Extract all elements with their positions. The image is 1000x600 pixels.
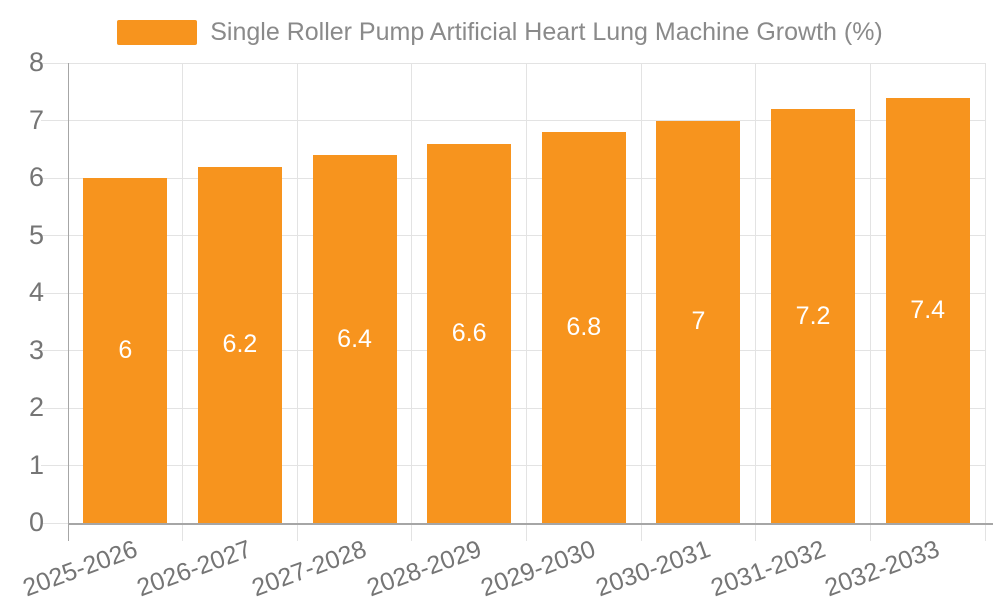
y-tick-label-1: 1	[28, 449, 44, 480]
x-tick-label-2029-2030: 2029-2030	[477, 535, 600, 600]
gridline-v-6	[755, 63, 757, 541]
y-tick-label-8: 8	[28, 46, 44, 77]
bar-value-label-2031-2032: 7.2	[795, 301, 831, 330]
gridline-v-5	[640, 63, 642, 541]
legend-label[interactable]: Single Roller Pump Artificial Heart Lung…	[210, 18, 883, 46]
bar-2025-2026[interactable]: 6	[83, 178, 168, 523]
gridline-v-4	[526, 63, 527, 541]
x-tick-label-2026-2027: 2026-2027	[133, 535, 256, 600]
legend-swatch[interactable]	[117, 20, 198, 45]
x-axis-line	[68, 523, 993, 525]
legend: Single Roller Pump Artificial Heart Lung…	[0, 18, 1000, 47]
bar-value-label-2028-2029: 6.6	[451, 318, 487, 347]
gridline-h-0	[41, 522, 68, 524]
gridline-v-7	[869, 63, 871, 541]
gridline-v-8	[984, 63, 986, 541]
gridline-h-7	[41, 120, 985, 121]
x-tick-label-2032-2033: 2032-2033	[821, 535, 944, 600]
x-tick-label-2030-2031: 2030-2031	[592, 535, 715, 600]
plot-area: 6 6.2 6.4 6.6 6.8 7 7.2 7.4 0 1 2 3 4 5 6 7 8 2025-2026…	[19, 47, 993, 600]
bar-2029-2030[interactable]: 6.8	[541, 132, 626, 523]
y-axis-line	[68, 63, 69, 541]
gridline-h-5	[41, 235, 985, 236]
y-tick-label-4: 4	[28, 276, 44, 307]
gridline-v-1	[182, 63, 184, 541]
y-tick-label-0: 0	[28, 506, 44, 537]
gridline-v-2	[296, 63, 298, 541]
y-tick-label-5: 5	[28, 219, 44, 250]
y-tick-label-2: 2	[28, 391, 44, 422]
x-tick-label-2027-2028: 2027-2028	[248, 535, 371, 600]
bar-value-label-2029-2030: 6.8	[566, 313, 602, 341]
gridline-h-1	[41, 465, 985, 466]
y-tick-label-6: 6	[28, 161, 44, 192]
bar-2027-2028[interactable]: 6.4	[312, 155, 397, 523]
gridline-h-4	[41, 292, 985, 294]
bar-2030-2031[interactable]: 7	[656, 120, 741, 523]
bar-2028-2029[interactable]: 6.6	[427, 143, 512, 523]
bar-value-label-2030-2031: 7	[691, 307, 706, 336]
bar-value-label-2032-2033: 7.4	[910, 295, 946, 324]
gridline-h-2	[41, 407, 985, 409]
bar-2031-2032[interactable]: 7.2	[771, 109, 856, 523]
gridline-v-3	[411, 63, 413, 541]
gridline-h-6	[41, 177, 985, 179]
x-tick-label-2031-2032: 2031-2032	[706, 535, 829, 600]
bar-2032-2033[interactable]: 7.4	[885, 97, 970, 523]
bar-2026-2027[interactable]: 6.2	[197, 166, 282, 523]
gridline-h-3	[41, 350, 985, 351]
gridline-h-8	[41, 62, 985, 64]
bar-value-label-2025-2026: 6	[118, 336, 133, 364]
bar-value-label-2027-2028: 6.4	[337, 324, 372, 353]
y-tick-label-7: 7	[28, 104, 44, 135]
x-tick-label-2025-2026: 2025-2026	[18, 535, 141, 600]
bar-value-label-2026-2027: 6.2	[222, 330, 258, 359]
x-tick-label-2028-2029: 2028-2029	[362, 535, 485, 600]
y-tick-label-3: 3	[28, 334, 44, 365]
